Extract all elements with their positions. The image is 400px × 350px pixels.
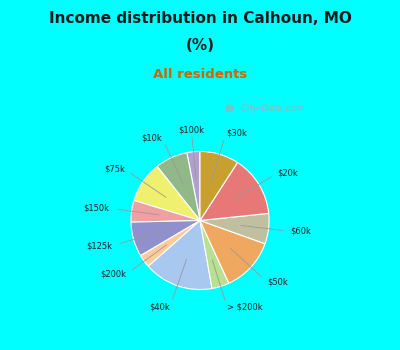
Wedge shape [131, 220, 200, 256]
Text: $20k: $20k [278, 168, 298, 177]
Wedge shape [134, 166, 200, 220]
Text: $125k: $125k [86, 241, 112, 250]
Wedge shape [200, 220, 265, 283]
Wedge shape [200, 220, 229, 288]
Wedge shape [200, 152, 238, 220]
Text: City-Data.com: City-Data.com [234, 104, 304, 113]
Text: $150k: $150k [84, 204, 110, 213]
Text: $40k: $40k [149, 302, 170, 311]
Text: (%): (%) [186, 38, 214, 53]
Text: $75k: $75k [104, 165, 125, 174]
Wedge shape [187, 152, 200, 220]
Text: $50k: $50k [267, 278, 288, 287]
Text: Income distribution in Calhoun, MO: Income distribution in Calhoun, MO [48, 11, 352, 26]
Text: $10k: $10k [141, 133, 162, 142]
Wedge shape [157, 153, 200, 220]
Wedge shape [131, 201, 200, 222]
Wedge shape [200, 162, 269, 220]
Text: $200k: $200k [100, 270, 126, 279]
Text: $30k: $30k [226, 128, 247, 138]
Text: > $200k: > $200k [227, 303, 263, 312]
Wedge shape [200, 214, 269, 244]
Wedge shape [148, 220, 212, 289]
Text: All residents: All residents [153, 68, 247, 81]
Wedge shape [140, 220, 200, 266]
Text: $60k: $60k [290, 227, 311, 236]
Text: $100k: $100k [178, 125, 204, 134]
